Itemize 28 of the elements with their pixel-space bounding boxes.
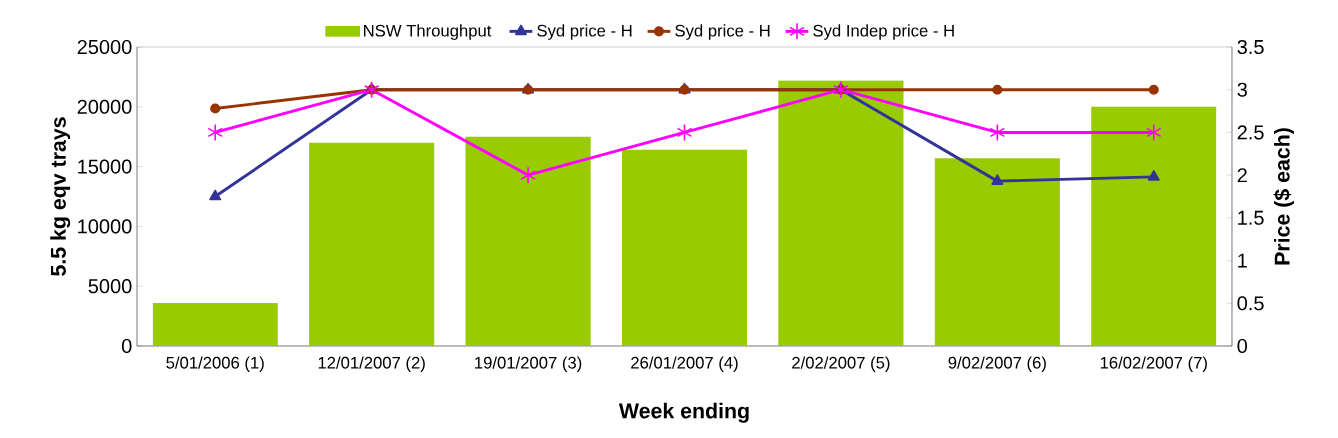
x-axis-title: Week ending	[618, 402, 749, 423]
y-tick-label: 10000	[78, 219, 132, 234]
y2-tick-label: 0.5	[1237, 296, 1264, 311]
y-tick-label: 25000	[77, 39, 132, 55]
y2-tick-label: 1	[1238, 253, 1247, 268]
legend-label: NSW Throughput	[364, 24, 492, 40]
y2-axis-title: Price ($ each)	[1273, 128, 1294, 265]
y2-tick-label: 2	[1237, 168, 1247, 183]
x-tick-label: 5/01/2006 (1)	[166, 356, 264, 372]
x-tick-label: 19/01/2007 (3)	[475, 356, 582, 372]
y-tick-label: 0	[121, 338, 132, 354]
x-tick-label: 26/01/2007 (4)	[631, 356, 738, 372]
y-tick-label: 20000	[77, 99, 132, 114]
legend-label: Syd Indep price - H	[813, 24, 954, 40]
y2-tick-label: 1.5	[1238, 210, 1264, 225]
y2-tick-label: 3.5	[1237, 39, 1264, 55]
x-tick-label: 9/02/2007 (6)	[948, 356, 1046, 372]
y2-tick-label: 3	[1237, 82, 1247, 97]
x-tick-label: 12/01/2007 (2)	[318, 356, 425, 372]
y2-tick-label: 0	[1237, 338, 1248, 354]
y-axis-title: 5.5 kg eqv trays	[50, 117, 71, 276]
y2-tick-label: 2.5	[1237, 125, 1264, 140]
x-tick-label: 16/02/2007 (7)	[1100, 356, 1207, 372]
x-tick-label: 2/02/2007 (5)	[792, 356, 890, 372]
legend-label: Syd price - H	[675, 24, 770, 40]
y-tick-label: 15000	[78, 159, 132, 174]
y-tick-label: 5000	[88, 279, 132, 294]
legend-label: Syd price - H	[537, 24, 632, 40]
